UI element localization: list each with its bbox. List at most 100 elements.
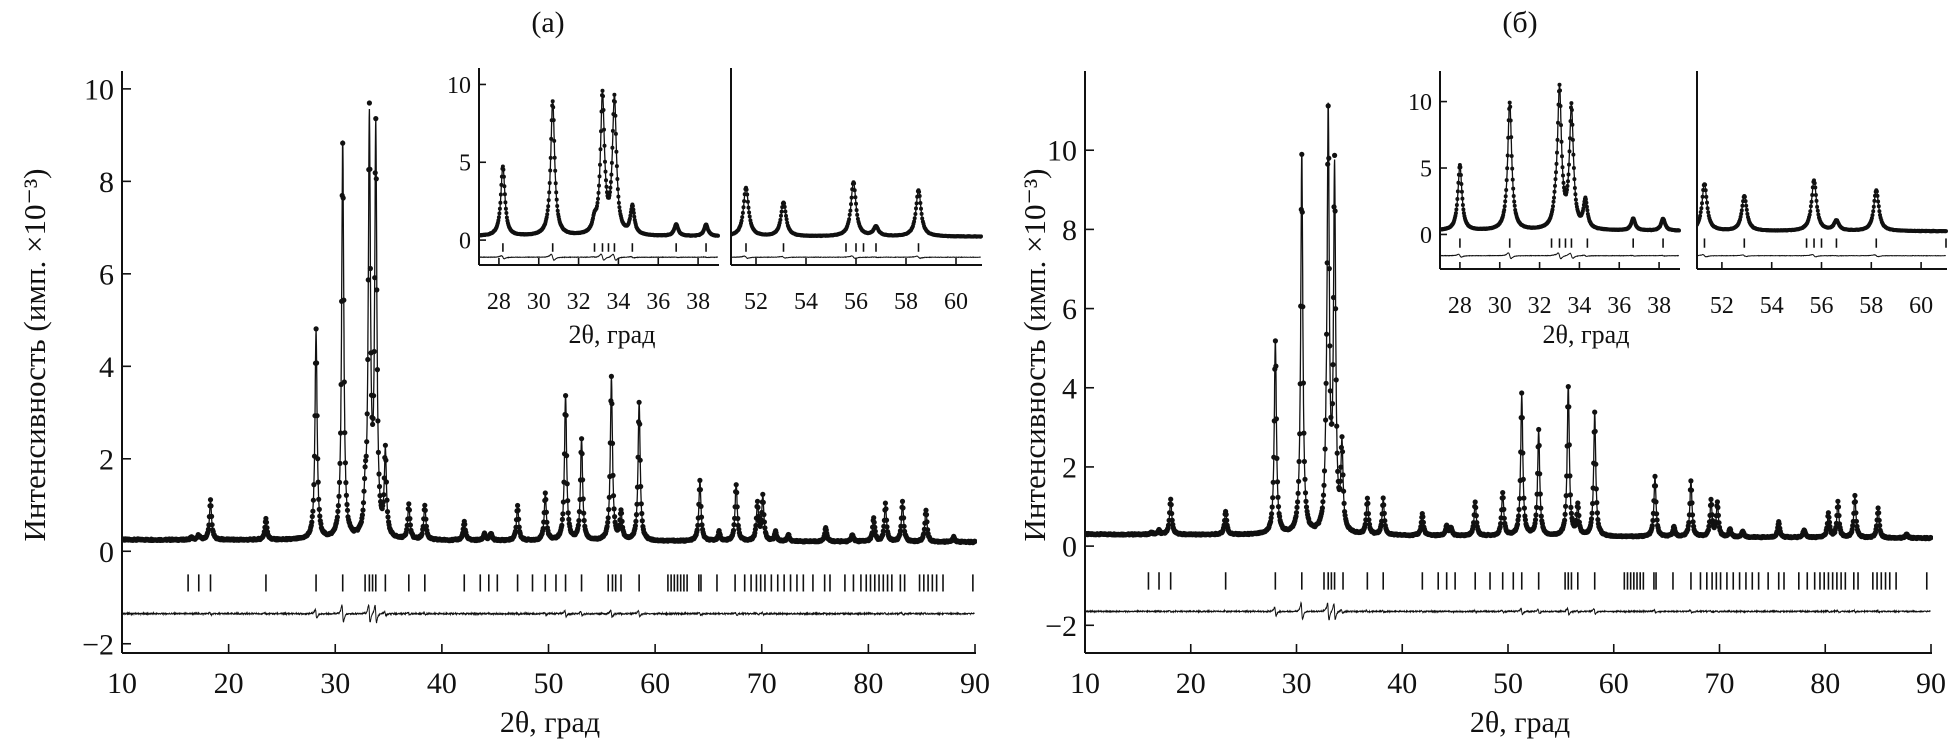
observed-point xyxy=(1323,380,1329,386)
observed-point xyxy=(382,442,388,448)
observed-point xyxy=(1689,500,1695,506)
observed-point xyxy=(1454,207,1459,212)
observed-point xyxy=(1504,188,1509,192)
observed-point xyxy=(1299,151,1305,157)
observed-point xyxy=(1689,512,1696,518)
observed-point xyxy=(917,194,922,198)
inset-x-axis-label: 2θ, град xyxy=(569,320,656,349)
observed-point xyxy=(1739,208,1744,213)
observed-point xyxy=(615,177,620,181)
observed-point xyxy=(564,453,570,459)
difference-curve xyxy=(1085,601,1931,621)
observed-point xyxy=(1520,450,1526,456)
observed-point xyxy=(1295,499,1301,505)
observed-point xyxy=(501,174,506,179)
observed-point xyxy=(761,511,767,518)
observed-point xyxy=(1557,82,1562,87)
x-tick-label: 50 xyxy=(1493,667,1523,700)
observed-point xyxy=(598,147,603,152)
observed-point xyxy=(1506,135,1511,140)
observed-point xyxy=(747,214,752,219)
observed-point xyxy=(1456,180,1461,185)
observed-point xyxy=(1331,204,1337,210)
observed-point xyxy=(1504,178,1509,183)
observed-point xyxy=(855,212,860,217)
observed-point xyxy=(362,475,368,482)
observed-point xyxy=(1501,515,1507,521)
observed-point xyxy=(1593,486,1599,492)
observed-point xyxy=(1324,331,1330,337)
observed-point xyxy=(384,509,391,515)
observed-point xyxy=(1700,194,1705,199)
observed-point xyxy=(733,482,739,488)
observed-point xyxy=(1558,88,1562,93)
observed-point xyxy=(1511,186,1516,191)
observed-point xyxy=(264,525,270,531)
observed-point xyxy=(1517,495,1523,502)
observed-point xyxy=(1277,513,1283,520)
inset-plot: 52 54 56 58 60 xyxy=(1695,69,1948,319)
observed-point xyxy=(370,421,376,427)
observed-point xyxy=(1709,502,1715,508)
observed-point xyxy=(209,513,215,520)
observed-point xyxy=(1223,511,1229,518)
observed-point xyxy=(543,496,549,503)
observed-point xyxy=(1511,194,1516,198)
observed-point xyxy=(1321,468,1328,474)
observed-point xyxy=(370,415,376,421)
observed-point xyxy=(374,287,380,293)
observed-point xyxy=(1516,506,1522,513)
observed-point xyxy=(901,523,907,529)
observed-point xyxy=(596,196,600,201)
observed-point xyxy=(619,518,625,525)
observed-point xyxy=(1338,464,1344,470)
observed-point xyxy=(1836,513,1842,519)
observed-point xyxy=(1573,192,1578,197)
observed-point xyxy=(1877,522,1883,529)
observed-point xyxy=(375,449,381,455)
observed-point xyxy=(1509,135,1514,140)
x-tick-label: 20 xyxy=(214,667,244,700)
observed-point xyxy=(1519,390,1525,396)
observed-point xyxy=(741,205,746,210)
observed-point xyxy=(1296,458,1302,465)
x-tick-label: 70 xyxy=(747,667,777,700)
inset-background xyxy=(1438,69,1681,271)
observed-point xyxy=(1744,207,1749,212)
observed-point xyxy=(1275,494,1281,500)
observed-point xyxy=(754,498,761,504)
observed-point xyxy=(1553,183,1557,188)
observed-point xyxy=(1583,197,1588,202)
observed-point xyxy=(1325,103,1331,109)
observed-point xyxy=(1455,197,1460,201)
observed-point xyxy=(847,212,852,217)
observed-point xyxy=(1454,203,1459,207)
observed-point xyxy=(1567,492,1573,498)
observed-point xyxy=(1329,401,1336,407)
observed-point xyxy=(503,200,508,205)
observed-point xyxy=(912,216,917,221)
observed-point xyxy=(1745,211,1750,216)
observed-point xyxy=(1594,510,1600,516)
observed-point xyxy=(1552,195,1556,200)
observed-point xyxy=(343,480,349,486)
observed-point xyxy=(205,526,211,532)
observed-point xyxy=(1686,519,1692,526)
observed-point xyxy=(563,393,569,399)
observed-point xyxy=(1269,504,1275,510)
observed-point xyxy=(559,522,565,529)
observed-point xyxy=(1551,199,1556,204)
observed-point xyxy=(1559,123,1563,128)
observed-point xyxy=(599,129,603,134)
observed-point xyxy=(1584,200,1589,205)
inset-x-axis-label: 2θ, град xyxy=(1543,320,1630,349)
observed-point xyxy=(381,492,387,498)
y-tick-label: −2 xyxy=(1045,610,1077,643)
observed-point xyxy=(1500,495,1506,501)
observed-point xyxy=(1473,504,1479,511)
observed-point xyxy=(381,475,387,481)
observed-point xyxy=(1738,214,1743,219)
observed-point xyxy=(782,204,787,209)
observed-point xyxy=(638,501,644,507)
